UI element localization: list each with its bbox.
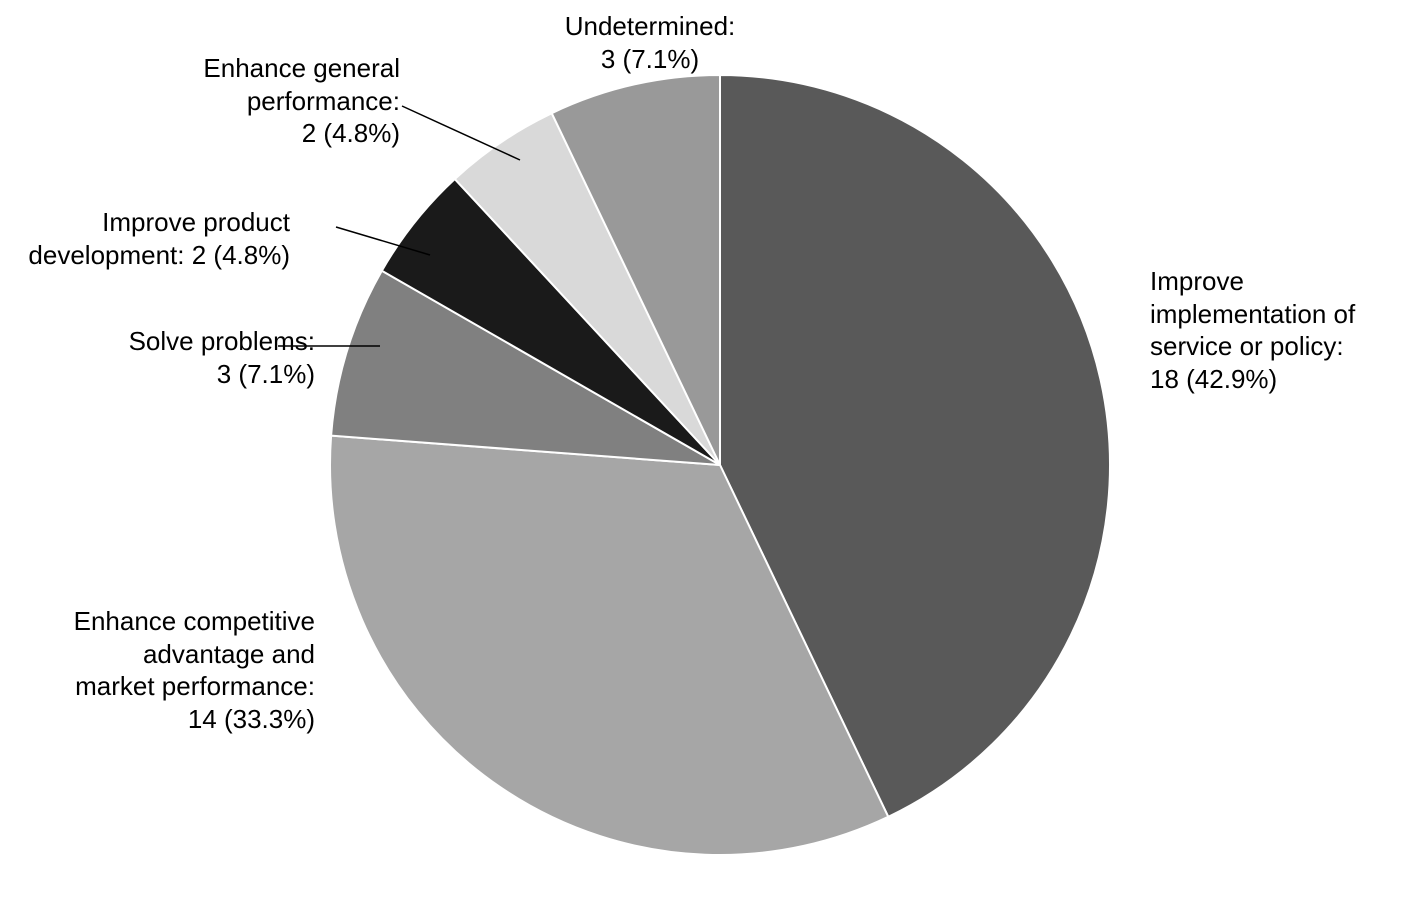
pie-label-enhance-general-perf: Enhance general performance: 2 (4.8%) — [120, 52, 400, 150]
pie-label-improve-product-dev: Improve product development: 2 (4.8%) — [10, 206, 290, 271]
pie-label-enhance-competitive: Enhance competitive advantage and market… — [35, 605, 315, 735]
pie-label-improve-implementation: Improve implementation of service or pol… — [1150, 265, 1355, 395]
pie-label-solve-problems: Solve problems: 3 (7.1%) — [35, 325, 315, 390]
pie-label-undetermined: Undetermined: 3 (7.1%) — [540, 10, 760, 75]
pie-chart-container: Improve implementation of service or pol… — [0, 0, 1418, 897]
leader-line-enhance-general-perf — [402, 106, 520, 160]
